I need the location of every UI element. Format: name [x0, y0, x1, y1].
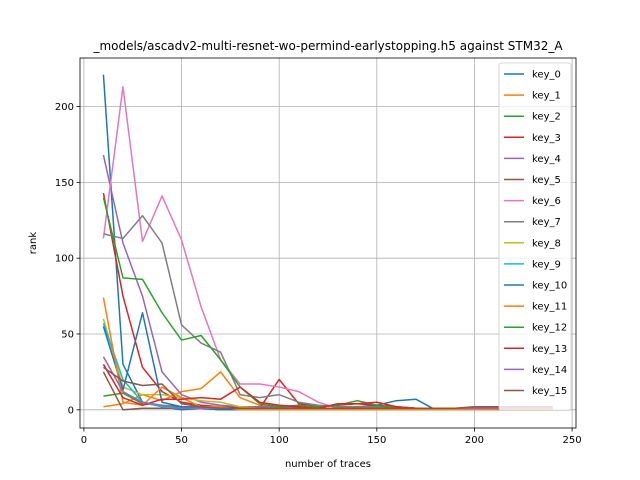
x-tick-label: 250 [563, 435, 582, 446]
x-tick-label: 200 [465, 435, 484, 446]
series-line-key-11 [102, 297, 553, 411]
x-axis-ticks: 0 50 100 150 200 250 [81, 428, 582, 446]
legend-label: key_11 [532, 302, 567, 313]
legend-label: key_6 [532, 196, 561, 207]
series-line-key-15 [103, 366, 553, 410]
x-tick-label: 100 [270, 435, 289, 446]
legend-label: key_0 [532, 70, 561, 81]
y-tick-label: 50 [61, 329, 74, 340]
legend-label: key_12 [532, 323, 567, 334]
y-tick-label: 200 [55, 102, 74, 113]
x-axis-label: number of traces [285, 459, 371, 470]
legend-box [498, 62, 572, 412]
y-axis-ticks: 0 50 100 150 200 [55, 102, 80, 416]
plot-frame [79, 57, 577, 429]
y-tick-label: 100 [55, 254, 74, 265]
legend-label: key_5 [532, 175, 561, 186]
legend-label: key_13 [532, 344, 567, 355]
legend-label: key_10 [532, 281, 567, 292]
legend-label: key_14 [532, 365, 567, 376]
grid [80, 58, 576, 428]
x-tick-label: 50 [175, 435, 188, 446]
legend: key_0 key_1 key_2 key_3 key_4 key_5 key_6 key_7… [498, 62, 572, 412]
legend-label: key_9 [532, 259, 561, 270]
legend-label: key_3 [532, 133, 561, 144]
legend-label: key_4 [532, 154, 561, 165]
series-lines [102, 74, 553, 411]
x-tick-label: 0 [81, 435, 87, 446]
chart-title: _models/ascadv2-multi-resnet-wo-permind-… [92, 39, 563, 53]
legend-label: key_2 [532, 112, 561, 123]
legend-label: key_7 [532, 217, 561, 228]
legend-label: key_1 [532, 91, 561, 102]
y-tick-label: 0 [68, 405, 74, 416]
y-axis-label: rank [28, 232, 39, 255]
x-tick-label: 150 [367, 435, 386, 446]
legend-label: key_15 [532, 386, 567, 397]
y-tick-label: 150 [55, 178, 74, 189]
legend-label: key_8 [532, 238, 561, 249]
